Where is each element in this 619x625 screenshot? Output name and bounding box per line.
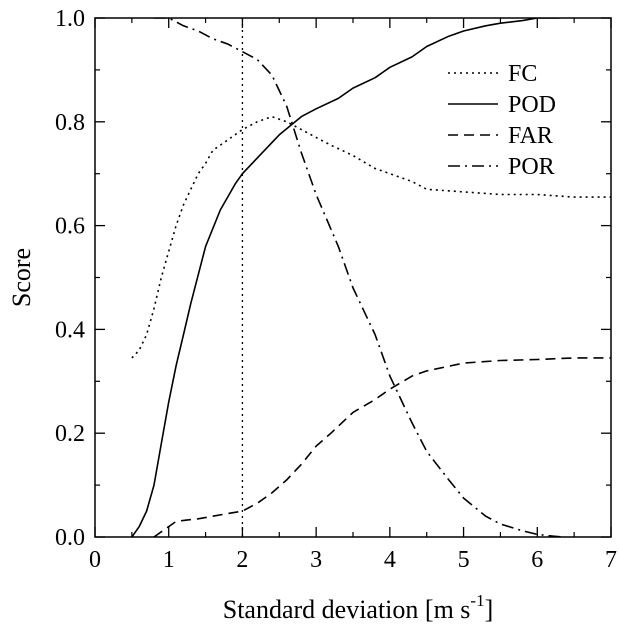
x-axis-title: Standard deviation [m s-1] [223,591,494,624]
series-line-por [154,18,564,537]
y-axis-title: Score [7,248,36,307]
x-tick-label: 3 [310,547,322,573]
x-axis-title-suffix: ] [485,595,494,624]
x-axis-title-main: Standard deviation [m s [223,595,471,624]
x-tick-label: 2 [236,547,248,573]
y-tick-label: 1.0 [55,6,85,32]
legend-label-far: FAR [508,123,553,149]
x-tick-label: 0 [89,547,101,573]
series-line-far [153,357,611,537]
series-group [131,18,611,537]
x-tick-label: 4 [384,547,396,573]
y-tick-label: 0.2 [55,421,85,447]
legend-label-pod: POD [508,92,556,118]
series-line-fc [131,115,611,359]
legend-label-fc: FC [508,61,537,87]
y-tick-label: 0.8 [55,110,85,136]
x-tick-label: 5 [458,547,470,573]
x-tick-label: 1 [163,547,175,573]
legend-label-por: POR [508,154,555,180]
x-tick-label: 7 [605,547,617,573]
y-tick-label: 0.6 [55,214,85,240]
series-line-pod [131,18,560,537]
x-tick-label: 6 [531,547,543,573]
y-tick-label: 0.0 [55,525,85,551]
y-tick-label: 0.4 [55,317,85,343]
x-axis-title-superscript: -1 [470,591,484,610]
